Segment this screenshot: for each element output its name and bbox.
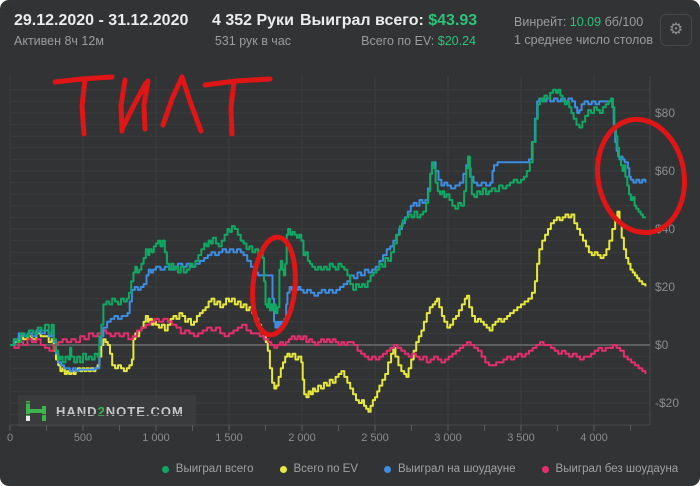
hand2note-logo-icon — [26, 401, 46, 421]
svg-text:0: 0 — [7, 432, 13, 444]
svg-text:3 000: 3 000 — [434, 432, 462, 444]
winrate-value: 10.09 — [569, 15, 602, 29]
svg-text:3 500: 3 500 — [507, 432, 535, 444]
winrate-line: Винрейт: 10.09 бб/100 — [514, 15, 653, 29]
hands-block: 4 352 Руки 531 рук в час — [212, 12, 294, 48]
svg-text:500: 500 — [74, 432, 92, 444]
chart-legend: Выиграл всего Всего по EV Выиграл на шоуда… — [0, 463, 700, 475]
svg-text:-$20: -$20 — [655, 396, 679, 410]
legend-label: Выиграл на шоудауне — [398, 463, 516, 475]
legend-label: Всего по EV — [293, 463, 359, 475]
legend-dot-icon — [541, 465, 549, 473]
winrate-block: Винрейт: 10.09 бб/100 1 среднее число ст… — [514, 12, 653, 47]
svg-text:$80: $80 — [655, 106, 675, 120]
legend-item[interactable]: Всего по EV — [279, 463, 359, 475]
date-range: 29.12.2020 - 31.12.2020 — [14, 12, 189, 29]
settings-button[interactable]: ⚙ — [660, 14, 692, 46]
won-total-value: $43.93 — [428, 12, 478, 29]
svg-text:$60: $60 — [655, 164, 675, 178]
legend-label: Выиграл без шоудауна — [555, 463, 679, 475]
legend-dot-icon — [384, 465, 392, 473]
session-header: 29.12.2020 - 31.12.2020 Активен 8ч 12м 4… — [0, 0, 700, 62]
ev-total-label: Всего по EV: — [361, 34, 435, 48]
winrate-label: Винрейт: — [514, 15, 567, 29]
avg-tables: 1 среднее число столов — [514, 33, 654, 47]
ev-total-line: Всего по EV: $20.24 — [300, 34, 476, 48]
winnings-block: Выиграл всего: $43.93 Всего по EV: $20.2… — [300, 12, 478, 48]
winrate-suffix: бб/100 — [604, 15, 644, 29]
hands-per-hour: 531 рук в час — [214, 34, 292, 48]
legend-label: Выиграл всего — [175, 463, 254, 475]
legend-item[interactable]: Выиграл на шоудауне — [384, 463, 516, 475]
legend-item[interactable]: Выиграл всего — [161, 463, 254, 475]
ev-total-value: $20.24 — [437, 34, 476, 48]
svg-text:2 500: 2 500 — [361, 432, 389, 444]
svg-text:2 000: 2 000 — [288, 432, 316, 444]
legend-dot-icon — [161, 465, 169, 473]
active-time: Активен 8ч 12м — [14, 34, 104, 48]
svg-text:$0: $0 — [655, 338, 669, 352]
legend-dot-icon — [279, 465, 287, 473]
won-total-line: Выиграл всего: $43.93 — [300, 12, 478, 30]
svg-text:1 000: 1 000 — [142, 432, 170, 444]
legend-item[interactable]: Выиграл без шоудауна — [541, 463, 679, 475]
won-total-label: Выиграл всего: — [300, 12, 424, 29]
hands-total: 4 352 Руки — [212, 12, 294, 29]
gear-icon: ⚙ — [668, 21, 684, 38]
svg-text:1 500: 1 500 — [215, 432, 243, 444]
svg-text:4 000: 4 000 — [580, 432, 608, 444]
date-range-block: 29.12.2020 - 31.12.2020 Активен 8ч 12м — [14, 12, 188, 48]
svg-text:$20: $20 — [655, 280, 675, 294]
